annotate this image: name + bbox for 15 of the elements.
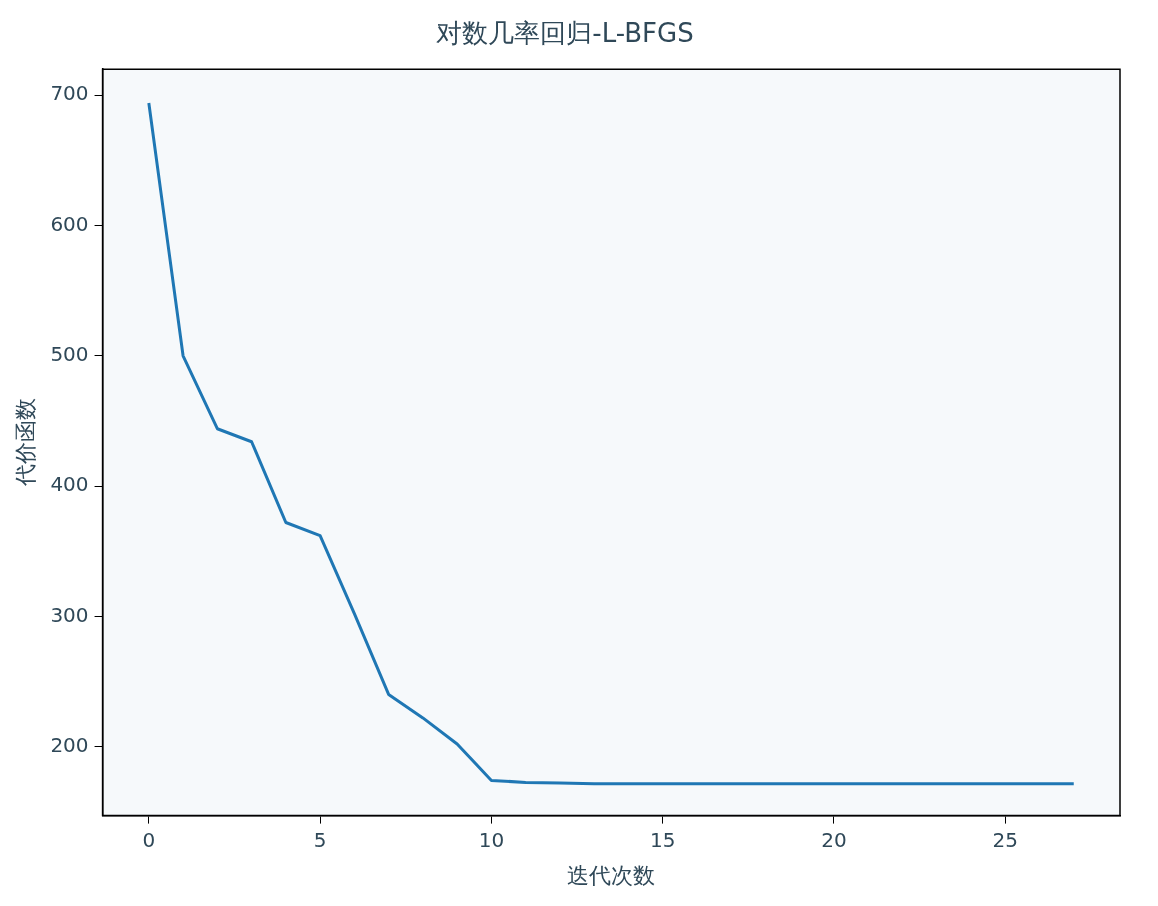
y-tick-label: 400 bbox=[50, 472, 89, 497]
x-tick-label: 20 bbox=[821, 827, 847, 852]
y-axis-title: 代价函数 bbox=[12, 398, 38, 488]
chart-title: 对数几率回归-L-BFGS bbox=[436, 18, 694, 49]
x-tick-label: 5 bbox=[313, 827, 327, 852]
y-tick-label: 500 bbox=[50, 341, 89, 366]
x-axis-title: 迭代次数 bbox=[567, 862, 656, 888]
x-tick-label: 10 bbox=[478, 827, 505, 852]
y-tick-label: 600 bbox=[50, 211, 89, 236]
y-tick-label: 300 bbox=[50, 602, 89, 627]
y-tick-label: 700 bbox=[50, 81, 89, 106]
x-tick-label: 25 bbox=[992, 827, 1018, 852]
x-tick-label: 15 bbox=[649, 827, 676, 852]
x-tick-label: 0 bbox=[142, 827, 156, 852]
y-tick-label: 200 bbox=[50, 732, 89, 757]
